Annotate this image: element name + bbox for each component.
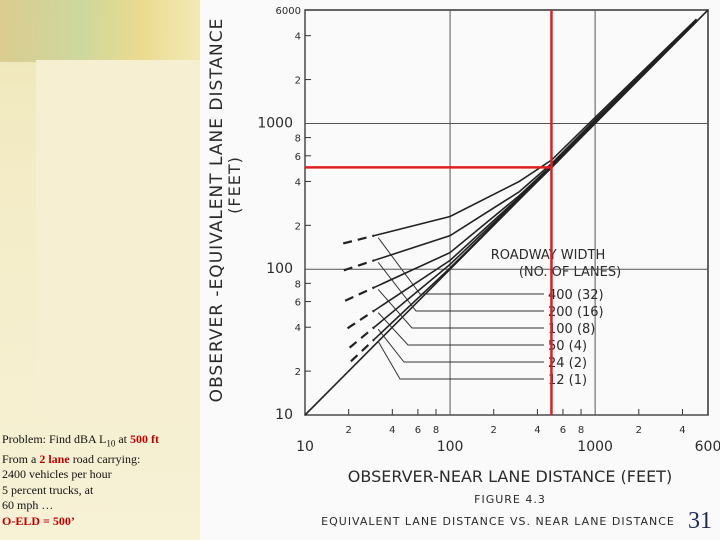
dashed-extension: [343, 259, 375, 272]
dashed-extension: [342, 234, 375, 245]
y-tick-label: 6000: [276, 6, 301, 17]
x-tick-label: 2: [636, 425, 642, 436]
x-tick-label: 6: [560, 425, 566, 436]
y-tick-label: 4: [295, 323, 301, 334]
legend-subtitle: (NO. OF LANES): [519, 265, 621, 280]
y-tick-label: 10: [275, 407, 293, 423]
problem-text: Problem: Find dBA L10 at 500 ft From a 2…: [2, 432, 198, 529]
y-axis-label: (FEET): [225, 156, 244, 214]
y-tick-label: 100: [266, 261, 293, 277]
legend-label: 400 (32): [548, 288, 604, 303]
slide-number: 31: [688, 508, 712, 534]
y-tick-label: 6: [295, 298, 301, 309]
text: road carrying:: [69, 451, 141, 466]
dashed-extension: [350, 338, 375, 363]
y-tick-label: 6: [295, 152, 301, 163]
legend-label: 200 (16): [548, 305, 604, 320]
text-line: O-ELD = 500’: [2, 513, 75, 528]
decoration: [0, 0, 200, 62]
legend-title: ROADWAY WIDTH: [491, 248, 605, 263]
y-tick-label: 2: [295, 367, 301, 378]
x-tick-label: 1000: [577, 439, 613, 455]
legend-label: 24 (2): [548, 356, 587, 371]
leader-line: [377, 328, 544, 363]
text-line: 5 percent trucks, at: [2, 482, 94, 497]
text: at: [115, 432, 131, 446]
series-line: [373, 20, 698, 340]
caption: EQUIVALENT LANE DISTANCE VS. NEAR LANE D…: [321, 515, 675, 528]
text: From a: [2, 451, 40, 466]
text-line: 60 mph …: [2, 498, 54, 513]
x-tick-label: 100: [437, 439, 464, 455]
x-tick-label: 600: [695, 439, 720, 455]
x-tick-label: 10: [296, 439, 314, 455]
text-line: From a 2 lane road carrying:: [2, 452, 198, 468]
series-line: [373, 19, 698, 262]
leader-line: [377, 341, 544, 380]
x-axis-label: OBSERVER-NEAR LANE DISTANCE (FEET): [348, 467, 672, 486]
chart-background: [200, 0, 720, 540]
text-line: 2400 vehicles per hour: [2, 467, 112, 482]
legend-label: 100 (8): [548, 322, 595, 337]
x-tick-label: 4: [679, 425, 685, 436]
x-tick-label: 2: [491, 425, 497, 436]
x-tick-label: 4: [534, 425, 540, 436]
y-tick-label: 4: [295, 32, 301, 43]
text-line: Problem: Find dBA L10 at 500 ft: [2, 432, 198, 452]
decoration: [36, 60, 200, 420]
y-tick-label: 2: [295, 76, 301, 87]
dashed-extension: [346, 309, 375, 330]
y-tick-label: 2: [295, 221, 301, 232]
x-tick-label: 6: [415, 425, 421, 436]
x-tick-label: 2: [345, 425, 351, 436]
y-tick-label: 1000: [257, 115, 293, 131]
leader-line: [377, 289, 544, 329]
x-tick-label: 4: [389, 425, 395, 436]
text: 10: [106, 438, 116, 449]
leader-line: [377, 237, 544, 295]
y-tick-label: 8: [295, 279, 301, 290]
leader-line: [377, 262, 544, 312]
dashed-extension: [344, 286, 375, 302]
legend-label: 50 (4): [548, 339, 587, 354]
dashed-extension: [348, 326, 375, 349]
y-axis-label: OBSERVER -EQUIVALENT LANE DISTANCE: [207, 18, 227, 403]
leader-line: [377, 312, 544, 346]
y-tick-label: 4: [295, 177, 301, 188]
sidebar: [0, 0, 200, 540]
x-tick-label: 8: [578, 425, 584, 436]
text: 2 lane: [39, 451, 70, 466]
series-line: [374, 18, 698, 237]
legend-label: 12 (1): [548, 373, 587, 388]
y-tick-label: 8: [295, 134, 301, 145]
text: Problem: Find dBA L: [2, 432, 107, 446]
x-tick-label: 8: [433, 425, 439, 436]
figure-label: FIGURE 4.3: [474, 493, 546, 506]
text: 500 ft: [130, 432, 160, 446]
